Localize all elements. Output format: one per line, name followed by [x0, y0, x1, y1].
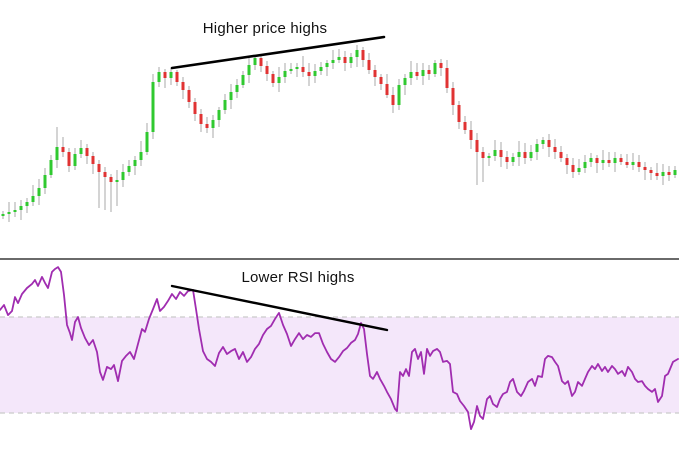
price-chart-canvas: [1, 35, 677, 222]
candlestick-series: [1, 50, 677, 216]
candle-wicks: [2, 45, 676, 222]
rsi-neutral-band: [0, 317, 679, 413]
rsi-line: [0, 266, 679, 431]
panel-divider: [0, 258, 679, 260]
rsi-chart-canvas: [0, 266, 679, 431]
price-annotation-label: Higher price highs: [202, 20, 328, 37]
rsi-trendline: [170, 284, 389, 332]
price-trendline: [170, 35, 386, 70]
rsi-annotation-label: Lower RSI highs: [241, 269, 355, 286]
